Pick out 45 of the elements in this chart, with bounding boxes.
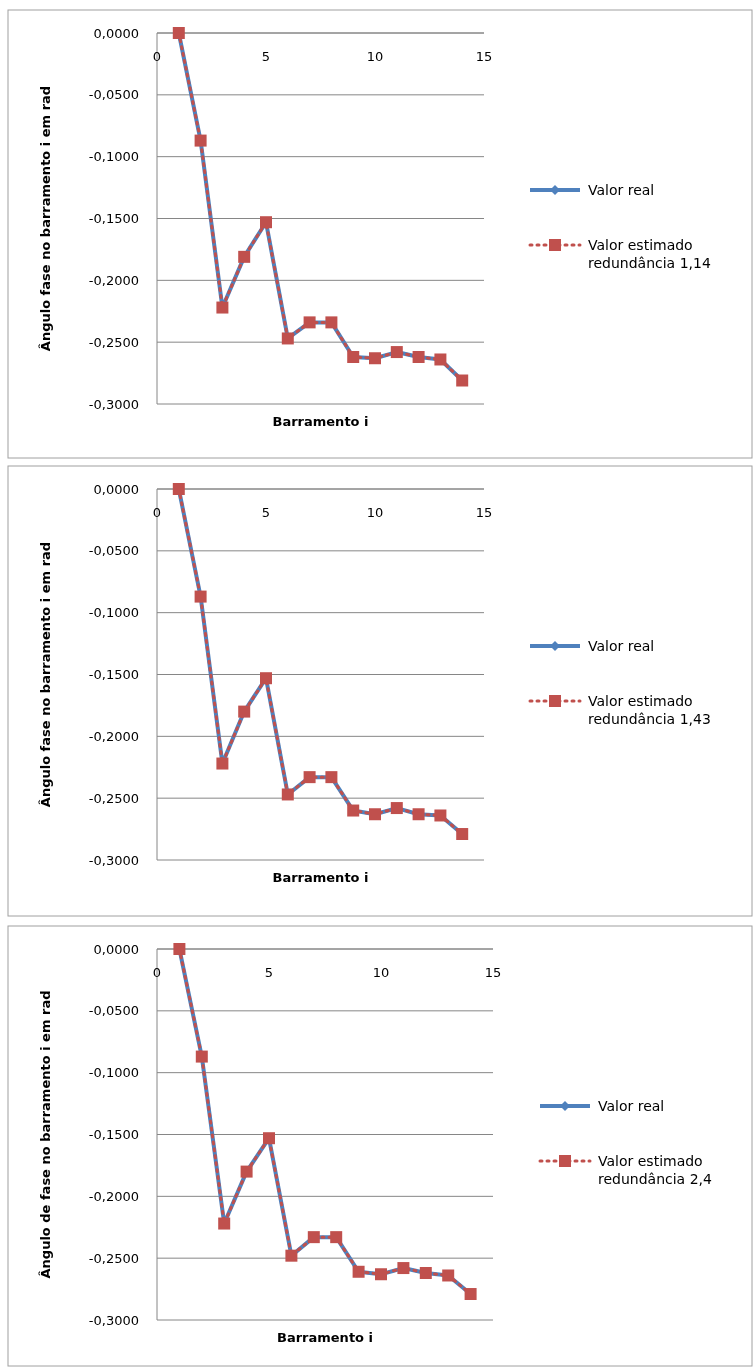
y-tick-label: -0,3000 — [88, 852, 139, 868]
y-axis-title: Ângulo de fase no barramento i em rad — [38, 990, 53, 1279]
y-tick-label: -0,0500 — [88, 543, 139, 559]
y-tick-label: -0,1000 — [88, 1065, 139, 1081]
y-tick-label: -0,0500 — [88, 87, 139, 103]
y-tick-label: -0,2000 — [88, 728, 139, 744]
x-tick-label: 0 — [152, 964, 162, 980]
x-tick-label: 15 — [475, 48, 493, 64]
x-tick-label: 5 — [261, 504, 271, 520]
y-axis-title: Ângulo fase no barramento i em rad — [38, 541, 53, 808]
y-tick-label: -0,1500 — [88, 667, 139, 683]
legend-label: Valor estimado redundância 1,43 — [588, 692, 711, 728]
legend-label: Valor real — [588, 181, 655, 198]
x-tick-label: 15 — [484, 964, 502, 980]
y-tick-label: -0,1000 — [88, 149, 139, 165]
x-tick-label: 5 — [261, 48, 271, 64]
x-tick-label: 15 — [475, 504, 493, 520]
y-tick-label: -0,2500 — [88, 334, 139, 350]
y-tick-label: 0,0000 — [93, 941, 139, 957]
y-tick-label: 0,0000 — [93, 25, 139, 41]
legend-label: Valor estimado redundância 1,14 — [588, 236, 711, 272]
y-tick-label: -0,2500 — [88, 790, 139, 806]
y-tick-label: -0,1500 — [88, 1127, 139, 1143]
y-tick-label: -0,1500 — [88, 211, 139, 227]
x-tick-label: 10 — [366, 504, 384, 520]
y-tick-label: -0,0500 — [88, 1003, 139, 1019]
x-tick-label: 0 — [152, 504, 162, 520]
y-tick-label: -0,1000 — [88, 605, 139, 621]
y-tick-label: -0,3000 — [88, 396, 139, 412]
legend-label: Valor estimado redundância 2,4 — [598, 1152, 713, 1188]
x-axis-title: Barramento i — [272, 870, 369, 885]
y-tick-label: -0,2500 — [88, 1250, 139, 1266]
x-axis-title: Barramento i — [276, 1330, 374, 1345]
legend-label: Valor real — [588, 637, 655, 654]
x-axis-title: Barramento i — [272, 414, 369, 429]
x-tick-label: 5 — [264, 964, 274, 980]
x-tick-label: 10 — [366, 48, 384, 64]
y-tick-label: -0,2000 — [88, 1188, 139, 1204]
y-tick-label: -0,3000 — [88, 1312, 139, 1328]
legend-label: Valor real — [598, 1097, 665, 1114]
y-tick-label: 0,0000 — [93, 481, 139, 497]
y-tick-label: -0,2000 — [88, 272, 139, 288]
x-tick-label: 0 — [152, 48, 162, 64]
y-axis-title: Ângulo fase no barramento i em rad — [38, 85, 53, 352]
x-tick-label: 10 — [372, 964, 390, 980]
